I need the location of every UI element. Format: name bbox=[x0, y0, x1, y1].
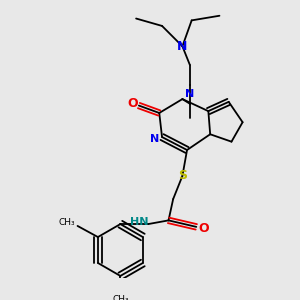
Text: CH₃: CH₃ bbox=[112, 295, 129, 300]
Text: N: N bbox=[177, 40, 188, 53]
Text: S: S bbox=[178, 169, 187, 182]
Text: O: O bbox=[127, 97, 138, 110]
Text: HN: HN bbox=[130, 217, 148, 227]
Text: N: N bbox=[185, 89, 194, 99]
Text: N: N bbox=[150, 134, 159, 144]
Text: O: O bbox=[198, 222, 209, 235]
Text: CH₃: CH₃ bbox=[58, 218, 75, 227]
